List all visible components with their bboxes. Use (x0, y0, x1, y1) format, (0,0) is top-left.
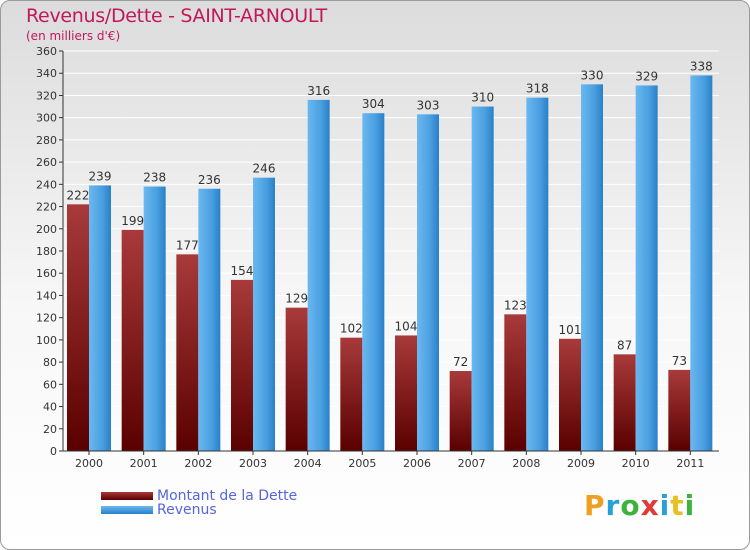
logo-letter: r (605, 489, 621, 522)
data-label-dette-2006: 104 (395, 319, 418, 333)
x-tick-label-2004: 2004 (294, 457, 322, 470)
x-tick-label-2003: 2003 (239, 457, 267, 470)
x-tick-label-2010: 2010 (622, 457, 650, 470)
x-tick-label-2007: 2007 (458, 457, 486, 470)
y-tick-label: 140 (36, 289, 57, 302)
y-tick-label: 180 (36, 245, 57, 258)
data-label-dette-2007: 72 (453, 355, 468, 369)
x-tick-label-2000: 2000 (75, 457, 103, 470)
data-label-revenus-2011: 338 (690, 59, 713, 73)
y-tick-label: 0 (50, 445, 57, 458)
data-label-revenus-2003: 246 (253, 162, 276, 176)
bar-revenus-2005 (362, 113, 385, 451)
chart-subtitle: (en milliers d'€) (26, 29, 121, 43)
logo-letter: x (640, 489, 660, 522)
data-label-dette-2004: 129 (285, 292, 308, 306)
x-tick-label-2002: 2002 (184, 457, 212, 470)
bar-revenus-2009 (581, 84, 603, 451)
data-label-dette-2009: 101 (559, 323, 582, 337)
bar-revenus-2002 (198, 188, 221, 451)
data-label-dette-2011: 73 (672, 354, 687, 368)
y-tick-label: 360 (36, 45, 57, 58)
y-tick-label: 80 (43, 356, 57, 369)
y-tick-label: 120 (36, 312, 57, 325)
bar-dette-2010 (613, 354, 636, 451)
data-label-dette-2008: 123 (504, 298, 527, 312)
x-tick-label-2009: 2009 (567, 457, 595, 470)
y-tick-label: 200 (36, 223, 57, 236)
data-label-revenus-2004: 316 (307, 84, 330, 98)
bar-dette-2000 (67, 204, 89, 451)
y-tick-label: 320 (36, 89, 57, 102)
x-tick-label-2011: 2011 (676, 457, 704, 470)
legend-swatch-revenus (101, 506, 153, 514)
y-tick-label: 280 (36, 134, 57, 147)
y-tick-label: 260 (36, 156, 57, 169)
y-tick-label: 100 (36, 334, 57, 347)
bar-dette-2005 (340, 337, 363, 451)
legend-item-dette: Montant de la Dette (101, 488, 298, 504)
bar-dette-2008 (504, 314, 527, 451)
logo-letter: o (620, 489, 641, 522)
data-label-revenus-2009: 330 (581, 68, 604, 82)
data-label-dette-2001: 199 (121, 214, 144, 228)
x-tick-label-2005: 2005 (348, 457, 376, 470)
data-label-dette-2002: 177 (176, 238, 199, 252)
data-label-revenus-2008: 318 (526, 82, 549, 96)
data-label-dette-2003: 154 (231, 264, 254, 278)
legend-label-dette: Montant de la Dette (157, 488, 298, 504)
data-label-dette-2010: 87 (617, 338, 632, 352)
bar-dette-2001 (121, 229, 144, 451)
data-label-revenus-2005: 304 (362, 97, 385, 111)
data-label-revenus-2010: 329 (635, 69, 658, 83)
bar-revenus-2006 (417, 114, 439, 451)
y-tick-label: 220 (36, 201, 57, 214)
bar-dette-2009 (559, 338, 581, 451)
y-tick-label: 340 (36, 67, 57, 80)
legend-item-revenus: Revenus (101, 502, 217, 518)
bar-revenus-2000 (89, 185, 111, 451)
y-tick-label: 20 (43, 423, 57, 436)
x-tick-label-2001: 2001 (130, 457, 158, 470)
logo-letter: i (659, 489, 671, 522)
logo-letter: P (584, 489, 606, 522)
bar-revenus-2010 (635, 85, 658, 451)
data-label-dette-2000: 222 (67, 188, 90, 202)
y-tick-label: 40 (43, 401, 57, 414)
legend-label-revenus: Revenus (157, 502, 217, 518)
bar-dette-2004 (285, 307, 308, 451)
bar-dette-2007 (449, 371, 472, 451)
bar-dette-2003 (231, 279, 253, 451)
proxiti-logo: Proxiti (584, 489, 695, 522)
data-label-dette-2005: 102 (340, 322, 363, 336)
bar-dette-2006 (395, 335, 417, 451)
bar-revenus-2008 (526, 97, 549, 452)
x-tick-label-2008: 2008 (512, 457, 540, 470)
bar-dette-2011 (668, 369, 691, 451)
data-label-revenus-2000: 239 (89, 169, 112, 183)
data-label-revenus-2001: 238 (143, 171, 166, 185)
data-label-revenus-2006: 303 (417, 98, 440, 112)
bar-revenus-2001 (143, 186, 166, 452)
x-tick-label-2006: 2006 (403, 457, 431, 470)
logo-letter: i (684, 489, 696, 522)
data-label-revenus-2002: 236 (198, 173, 221, 187)
bar-revenus-2007 (471, 106, 494, 452)
legend-swatch-dette (101, 492, 153, 500)
bar-revenus-2003 (253, 177, 275, 451)
data-label-revenus-2007: 310 (471, 91, 494, 105)
y-tick-label: 300 (36, 112, 57, 125)
bar-dette-2002 (176, 254, 199, 451)
chart-title: Revenus/Dette - SAINT-ARNOULT (26, 5, 327, 27)
logo-letter: t (670, 489, 685, 522)
y-tick-label: 240 (36, 178, 57, 191)
y-tick-label: 60 (43, 378, 57, 391)
y-tick-label: 160 (36, 267, 57, 280)
bar-revenus-2004 (307, 99, 330, 451)
bar-revenus-2011 (690, 75, 713, 451)
